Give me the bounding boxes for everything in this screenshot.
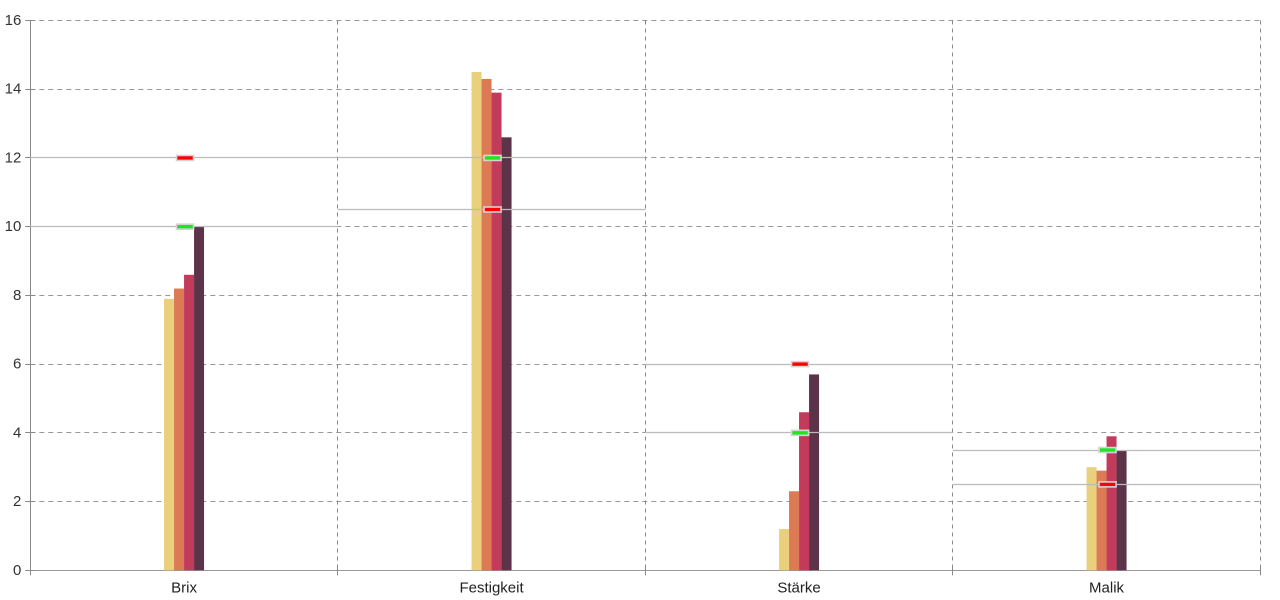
- svg-text:Brix: Brix: [171, 579, 197, 596]
- svg-text:Stärke: Stärke: [777, 579, 820, 596]
- svg-text:6: 6: [13, 356, 21, 373]
- svg-text:8: 8: [13, 287, 21, 304]
- svg-text:16: 16: [5, 12, 22, 29]
- svg-text:Malik: Malik: [1089, 579, 1125, 596]
- svg-text:14: 14: [5, 81, 22, 98]
- svg-text:0: 0: [13, 562, 21, 579]
- svg-text:4: 4: [13, 424, 21, 441]
- svg-text:10: 10: [5, 218, 22, 235]
- svg-text:12: 12: [5, 149, 22, 166]
- svg-text:Festigkeit: Festigkeit: [459, 579, 524, 596]
- svg-text:2: 2: [13, 493, 21, 510]
